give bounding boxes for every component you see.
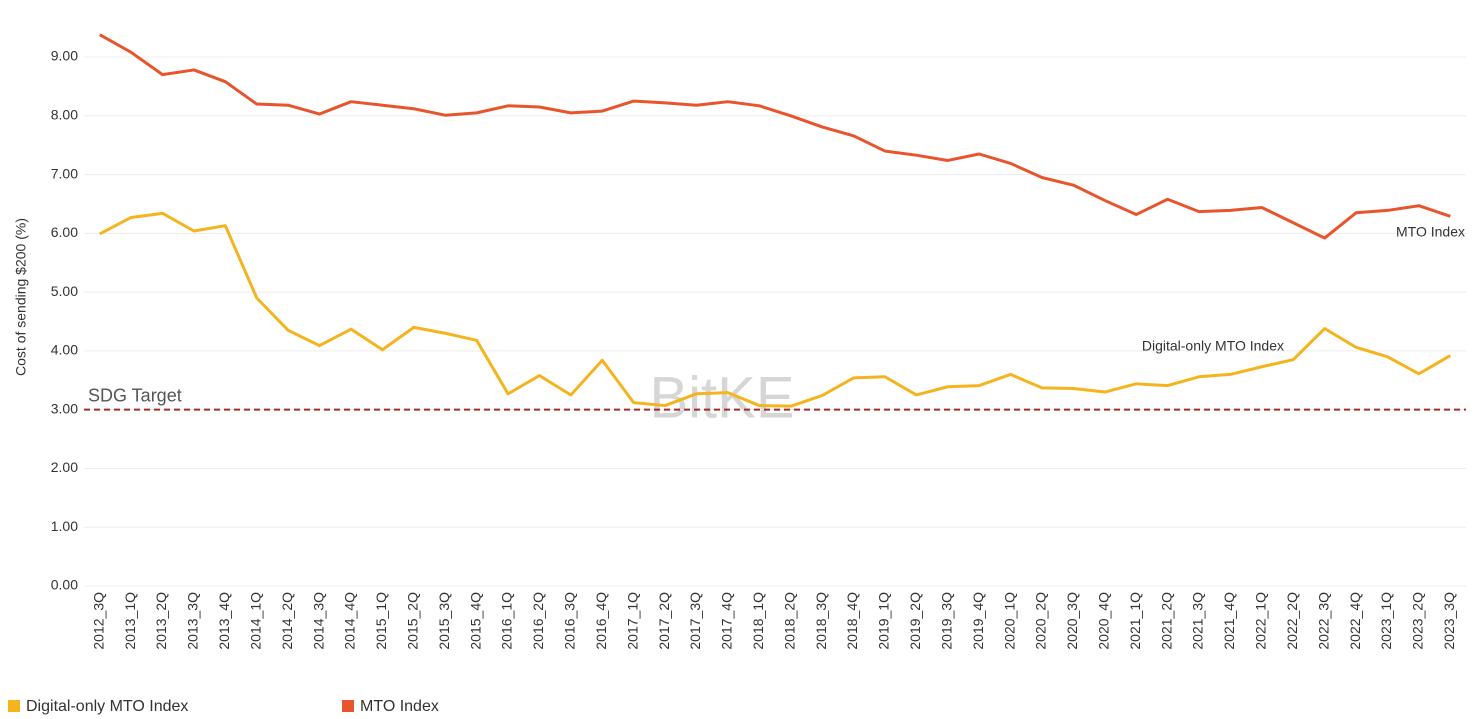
x-tick-label: 2022_4Q (1347, 592, 1363, 650)
x-tick-label: 2020_3Q (1064, 592, 1080, 650)
y-tick-label: 3.00 (51, 400, 78, 416)
x-tick-label: 2021_1Q (1127, 592, 1143, 650)
x-tick-label: 2016_1Q (499, 592, 515, 650)
watermark: BitKE (649, 365, 794, 430)
x-tick-label: 2018_3Q (813, 592, 829, 650)
x-tick-label: 2017_1Q (624, 592, 640, 650)
x-tick-label: 2012_3Q (90, 592, 106, 650)
y-tick-label: 7.00 (51, 165, 78, 181)
x-tick-label: 2022_3Q (1315, 592, 1331, 650)
y-tick-label: 8.00 (51, 106, 78, 122)
reference-label: SDG Target (88, 385, 182, 405)
annotation: MTO Index (1396, 224, 1465, 240)
x-tick-label: 2020_4Q (1095, 592, 1111, 650)
x-tick-label: 2017_4Q (719, 592, 735, 650)
x-tick-label: 2013_1Q (122, 592, 138, 650)
x-tick-label: 2015_1Q (373, 592, 389, 650)
x-tick-label: 2019_4Q (970, 592, 986, 650)
x-tick-label: 2015_4Q (467, 592, 483, 650)
x-tick-label: 2015_2Q (404, 592, 420, 650)
x-tick-label: 2013_2Q (153, 592, 169, 650)
x-tick-label: 2018_2Q (781, 592, 797, 650)
x-tick-label: 2023_2Q (1410, 592, 1426, 650)
x-tick-label: 2023_1Q (1378, 592, 1394, 650)
x-tick-label: 2022_2Q (1284, 592, 1300, 650)
x-tick-label: 2023_3Q (1441, 592, 1457, 650)
series-line (98, 33, 1451, 240)
y-tick-label: 6.00 (51, 224, 78, 240)
annotation: Digital-only MTO Index (1142, 338, 1284, 354)
legend-swatch (8, 700, 20, 712)
x-tick-label: 2014_4Q (342, 592, 358, 650)
x-tick-label: 2021_2Q (1158, 592, 1174, 650)
x-tick-label: 2022_1Q (1253, 592, 1269, 650)
x-tick-label: 2018_4Q (844, 592, 860, 650)
x-tick-label: 2014_2Q (279, 592, 295, 650)
legend-swatch (342, 700, 354, 712)
x-tick-label: 2021_4Q (1221, 592, 1237, 650)
x-tick-label: 2016_4Q (593, 592, 609, 650)
y-axis-label: Cost of sending $200 (%) (13, 218, 29, 376)
x-tick-label: 2014_3Q (310, 592, 326, 650)
series-line (99, 211, 1452, 408)
x-tick-label: 2021_3Q (1190, 592, 1206, 650)
x-tick-label: 2017_3Q (687, 592, 703, 650)
y-tick-label: 0.00 (51, 577, 78, 593)
legend-label: MTO Index (360, 698, 439, 715)
x-tick-label: 2018_1Q (750, 592, 766, 650)
legend-label: Digital-only MTO Index (26, 698, 188, 715)
y-tick-label: 9.00 (51, 48, 78, 64)
x-tick-label: 2013_3Q (185, 592, 201, 650)
y-tick-label: 5.00 (51, 283, 78, 299)
y-tick-label: 1.00 (51, 518, 78, 534)
x-tick-label: 2016_3Q (562, 592, 578, 650)
x-tick-label: 2020_1Q (1001, 592, 1017, 650)
x-tick-label: 2019_1Q (876, 592, 892, 650)
x-tick-label: 2020_2Q (1033, 592, 1049, 650)
x-tick-label: 2019_2Q (907, 592, 923, 650)
x-tick-label: 2015_3Q (436, 592, 452, 650)
x-tick-label: 2019_3Q (938, 592, 954, 650)
x-tick-label: 2016_2Q (530, 592, 546, 650)
x-tick-label: 2017_2Q (656, 592, 672, 650)
x-tick-label: 2014_1Q (247, 592, 263, 650)
y-tick-label: 2.00 (51, 459, 78, 475)
x-tick-label: 2013_4Q (216, 592, 232, 650)
y-tick-label: 4.00 (51, 342, 78, 358)
